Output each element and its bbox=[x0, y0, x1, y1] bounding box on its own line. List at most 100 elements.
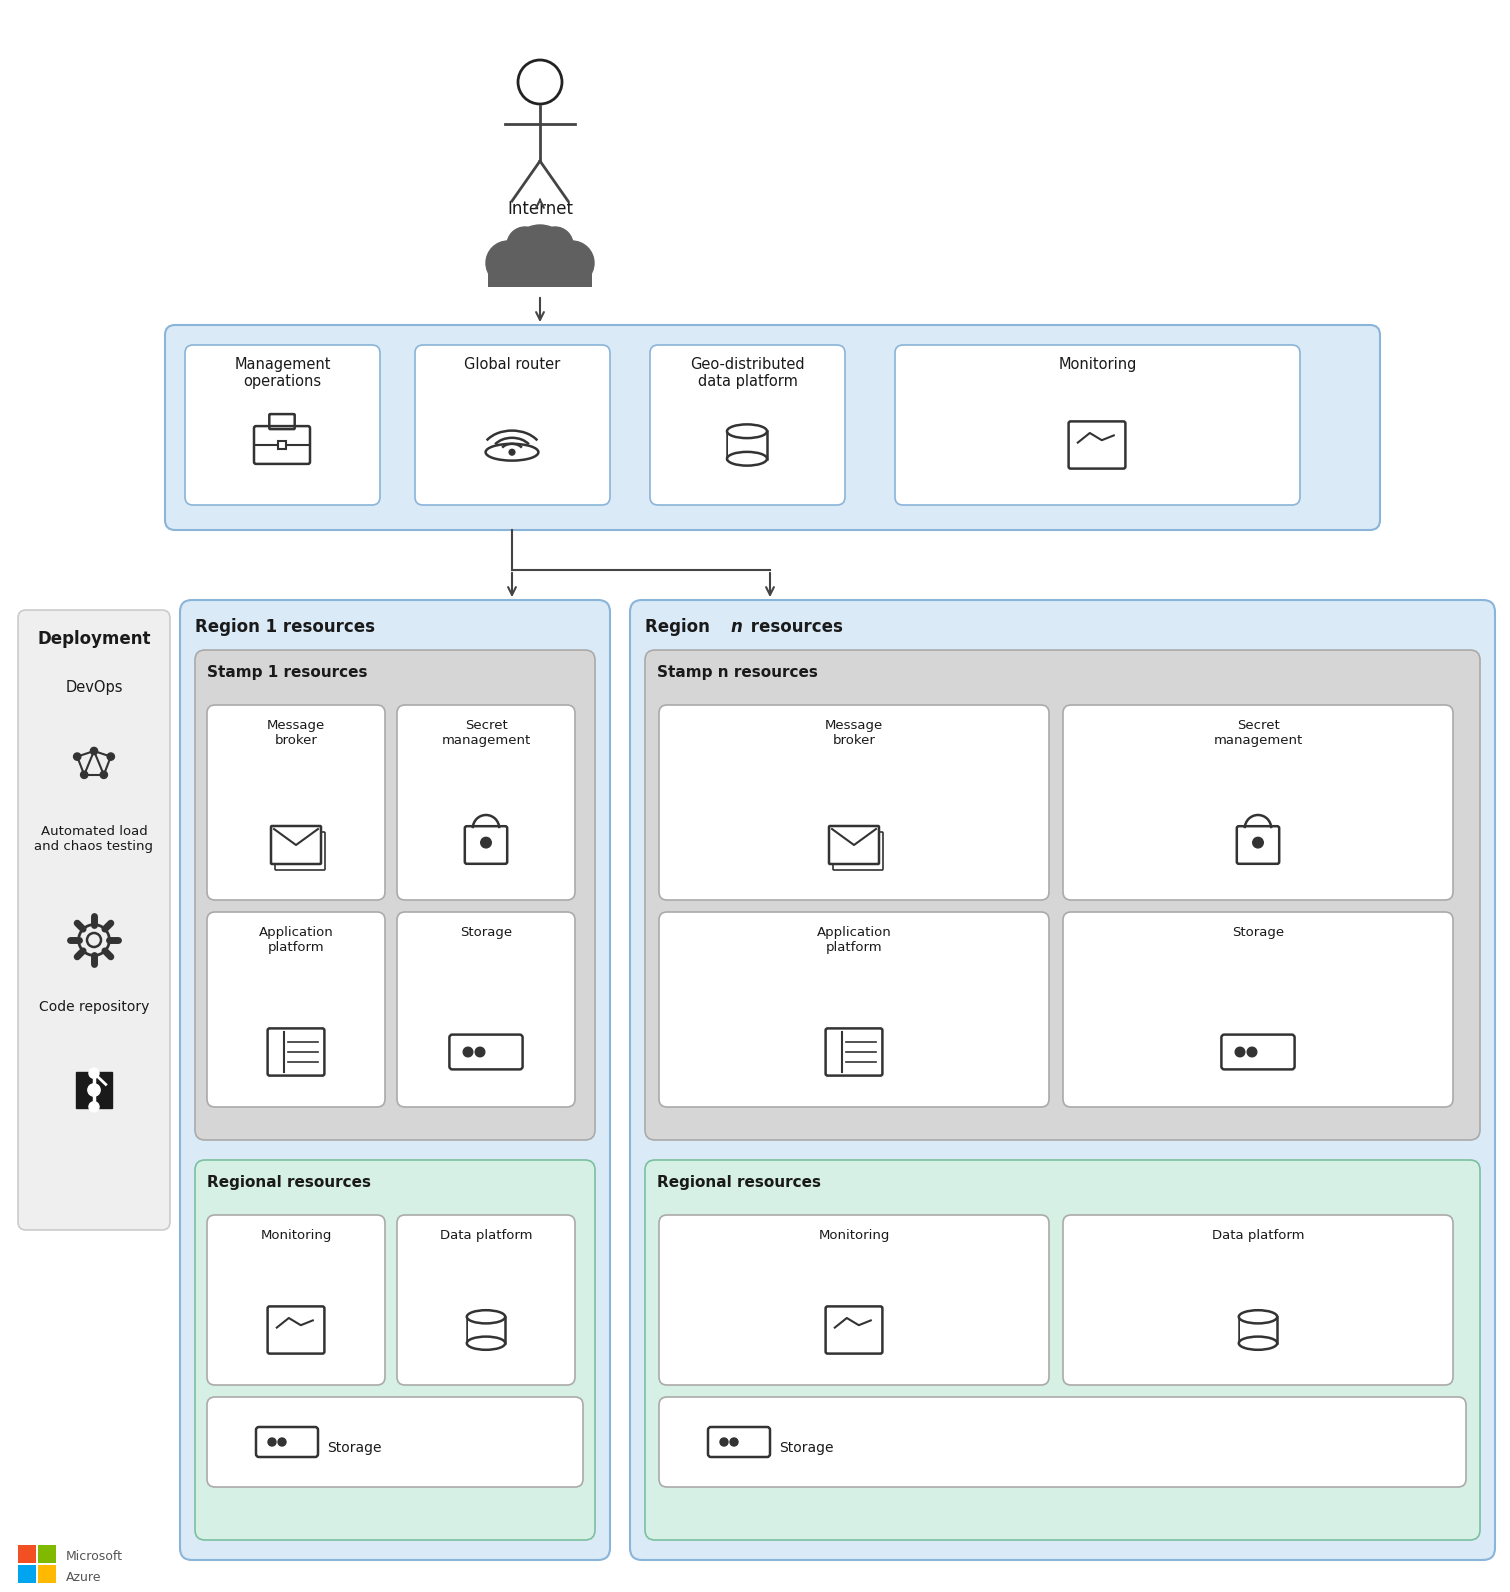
FancyBboxPatch shape bbox=[195, 1161, 595, 1539]
Text: Storage: Storage bbox=[328, 1441, 382, 1455]
Ellipse shape bbox=[1238, 1310, 1277, 1323]
Circle shape bbox=[464, 1048, 473, 1057]
FancyBboxPatch shape bbox=[1063, 912, 1453, 1106]
Ellipse shape bbox=[726, 425, 767, 438]
Circle shape bbox=[107, 753, 115, 761]
FancyBboxPatch shape bbox=[257, 1426, 319, 1457]
Text: Region 1 resources: Region 1 resources bbox=[195, 618, 374, 635]
Text: Message
broker: Message broker bbox=[267, 720, 325, 747]
Text: Storage: Storage bbox=[1232, 927, 1284, 939]
Circle shape bbox=[509, 449, 515, 455]
FancyBboxPatch shape bbox=[195, 650, 595, 1140]
Ellipse shape bbox=[486, 444, 539, 460]
Circle shape bbox=[550, 240, 593, 285]
Text: Secret
management: Secret management bbox=[441, 720, 530, 747]
Circle shape bbox=[538, 228, 572, 263]
Circle shape bbox=[486, 240, 530, 285]
Bar bbox=[278, 441, 285, 449]
Circle shape bbox=[89, 1068, 100, 1078]
FancyBboxPatch shape bbox=[708, 1426, 770, 1457]
Text: Management
operations: Management operations bbox=[234, 357, 331, 390]
Text: Global router: Global router bbox=[465, 357, 560, 373]
FancyBboxPatch shape bbox=[415, 345, 610, 505]
FancyBboxPatch shape bbox=[826, 1028, 882, 1076]
Text: Automated load
and chaos testing: Automated load and chaos testing bbox=[35, 825, 154, 853]
Text: DevOps: DevOps bbox=[65, 680, 122, 696]
Text: Monitoring: Monitoring bbox=[260, 1229, 332, 1242]
Text: n: n bbox=[729, 618, 741, 635]
Text: Regional resources: Regional resources bbox=[657, 1175, 821, 1189]
FancyBboxPatch shape bbox=[465, 826, 507, 864]
FancyBboxPatch shape bbox=[658, 1215, 1049, 1385]
Bar bbox=[728, 431, 766, 458]
FancyBboxPatch shape bbox=[1063, 705, 1453, 899]
FancyBboxPatch shape bbox=[270, 826, 322, 864]
FancyBboxPatch shape bbox=[397, 1215, 575, 1385]
FancyBboxPatch shape bbox=[450, 1035, 522, 1070]
FancyBboxPatch shape bbox=[18, 610, 171, 1231]
Text: Storage: Storage bbox=[461, 927, 512, 939]
FancyBboxPatch shape bbox=[658, 705, 1049, 899]
Bar bbox=[468, 1317, 504, 1344]
Bar bbox=[38, 1565, 56, 1582]
Bar bbox=[38, 1544, 56, 1563]
FancyBboxPatch shape bbox=[829, 826, 879, 864]
FancyBboxPatch shape bbox=[207, 1398, 583, 1487]
Circle shape bbox=[100, 771, 107, 778]
Circle shape bbox=[88, 1084, 100, 1097]
Circle shape bbox=[278, 1438, 285, 1446]
FancyBboxPatch shape bbox=[207, 1215, 385, 1385]
FancyBboxPatch shape bbox=[658, 1398, 1466, 1487]
FancyBboxPatch shape bbox=[658, 912, 1049, 1106]
FancyBboxPatch shape bbox=[207, 912, 385, 1106]
Text: Geo-distributed
data platform: Geo-distributed data platform bbox=[690, 357, 805, 390]
Circle shape bbox=[80, 771, 88, 778]
Text: Microsoft: Microsoft bbox=[66, 1551, 122, 1563]
FancyBboxPatch shape bbox=[1237, 826, 1279, 864]
Bar bbox=[18, 1544, 36, 1563]
FancyBboxPatch shape bbox=[165, 325, 1380, 530]
Text: Stamp 1 resources: Stamp 1 resources bbox=[207, 665, 367, 680]
Text: Internet: Internet bbox=[507, 201, 572, 218]
FancyBboxPatch shape bbox=[895, 345, 1300, 505]
Circle shape bbox=[91, 747, 98, 755]
FancyBboxPatch shape bbox=[1063, 1215, 1453, 1385]
Text: Storage: Storage bbox=[779, 1441, 834, 1455]
FancyBboxPatch shape bbox=[630, 600, 1495, 1560]
FancyBboxPatch shape bbox=[207, 705, 385, 899]
Text: Data platform: Data platform bbox=[1211, 1229, 1305, 1242]
Bar bbox=[18, 1565, 36, 1582]
FancyBboxPatch shape bbox=[267, 1307, 325, 1353]
Text: Azure: Azure bbox=[66, 1571, 101, 1584]
Text: Regional resources: Regional resources bbox=[207, 1175, 371, 1189]
Circle shape bbox=[1235, 1048, 1244, 1057]
FancyBboxPatch shape bbox=[397, 912, 575, 1106]
Ellipse shape bbox=[726, 452, 767, 465]
Ellipse shape bbox=[1238, 1337, 1277, 1350]
Text: Monitoring: Monitoring bbox=[818, 1229, 889, 1242]
Text: Region: Region bbox=[645, 618, 716, 635]
FancyBboxPatch shape bbox=[275, 833, 325, 869]
Circle shape bbox=[480, 837, 491, 849]
FancyBboxPatch shape bbox=[488, 259, 592, 287]
Ellipse shape bbox=[467, 1310, 506, 1323]
Text: Application
platform: Application platform bbox=[258, 927, 334, 954]
Text: Secret
management: Secret management bbox=[1214, 720, 1303, 747]
FancyBboxPatch shape bbox=[1069, 422, 1125, 468]
Text: Data platform: Data platform bbox=[439, 1229, 532, 1242]
FancyBboxPatch shape bbox=[186, 345, 381, 505]
Text: Deployment: Deployment bbox=[38, 630, 151, 648]
FancyBboxPatch shape bbox=[834, 833, 883, 869]
Text: Monitoring: Monitoring bbox=[1059, 357, 1137, 373]
Circle shape bbox=[74, 753, 82, 761]
FancyBboxPatch shape bbox=[254, 427, 310, 463]
Circle shape bbox=[510, 224, 569, 285]
Ellipse shape bbox=[467, 1337, 506, 1350]
Circle shape bbox=[89, 1102, 100, 1111]
FancyBboxPatch shape bbox=[645, 1161, 1480, 1539]
FancyBboxPatch shape bbox=[1222, 1035, 1294, 1070]
Circle shape bbox=[267, 1438, 276, 1446]
FancyBboxPatch shape bbox=[645, 650, 1480, 1140]
Circle shape bbox=[507, 228, 544, 263]
Text: Application
platform: Application platform bbox=[817, 927, 891, 954]
